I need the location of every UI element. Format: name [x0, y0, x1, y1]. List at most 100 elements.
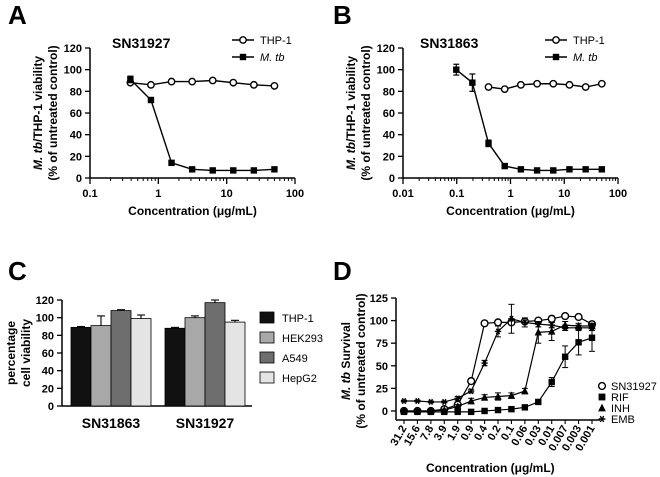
bar	[224, 321, 246, 407]
x-category-label: SN31927	[176, 415, 235, 431]
bar	[164, 327, 186, 407]
data-point	[493, 318, 503, 327]
y-tick-label: 40	[70, 130, 82, 142]
data-point	[507, 391, 516, 399]
data-point	[547, 314, 556, 323]
x-tick-label: 0.1	[449, 188, 464, 200]
data-point	[481, 407, 488, 415]
data-point	[469, 79, 476, 86]
legend-marker	[239, 36, 247, 44]
y-axis-label: M. tb Survival(% of untreated control)	[339, 293, 368, 428]
panel-A: A SN31927 0 20 40 60 80 100 120 0.1 1 10 100 Concentr…	[8, 0, 304, 218]
data-point	[500, 85, 509, 94]
legend-entry: INH	[598, 403, 630, 415]
chart-title: SN31927	[112, 35, 171, 51]
x-axis-label: Concentration (μg/mL)	[446, 204, 575, 218]
y-tick-label: 80	[383, 86, 395, 98]
legend-entry: HEK293	[259, 331, 323, 345]
y-tick-label: 50	[376, 361, 388, 373]
data-point	[561, 320, 569, 329]
y-tick-label: 25	[376, 383, 388, 395]
y-tick-label: 20	[70, 151, 82, 163]
data-point	[400, 406, 408, 415]
y-tick-label: 20	[383, 151, 395, 163]
data-point	[561, 353, 569, 360]
legend-entry: A549	[259, 351, 308, 365]
data-point	[440, 405, 448, 414]
data-point	[561, 324, 569, 331]
y-tick-label: 120	[36, 295, 54, 307]
y-tick-label: 20	[42, 383, 54, 395]
data-point	[481, 359, 488, 367]
legend-entry: THP-1	[545, 35, 605, 47]
data-point	[453, 66, 460, 73]
y-axis-label-italic: M. tb	[344, 142, 358, 170]
series-line	[129, 78, 275, 172]
series-mtb	[127, 75, 278, 174]
series-thp1	[484, 79, 606, 94]
legend-entry: THP-1	[232, 35, 292, 47]
y-axis-label-italic: M. tb	[31, 142, 45, 170]
legend-label: RIF	[611, 392, 629, 404]
panel-letter: C	[8, 256, 27, 286]
y-axis-label-line1: M. tb/THP-1 viability	[31, 56, 45, 170]
legend-entry: HepG2	[259, 371, 317, 385]
y-axis-label: percentagecell viability	[4, 319, 33, 387]
data-point	[249, 80, 258, 89]
y-axis-label-line2: (% of untreated control)	[359, 45, 373, 180]
legend-entry: EMB	[598, 414, 635, 426]
data-point	[494, 328, 502, 335]
y-tick-label: 100	[370, 316, 388, 328]
legend-swatch	[259, 351, 275, 364]
data-point	[127, 76, 134, 83]
data-point	[494, 392, 502, 400]
y-axis-label-line1: M. tb/THP-1 viability	[344, 56, 358, 170]
data-point	[521, 319, 529, 326]
data-point	[167, 77, 176, 86]
data-point	[533, 167, 541, 174]
legend-marker	[597, 381, 607, 391]
data-point	[516, 80, 525, 89]
y-tick-label: 60	[42, 348, 54, 360]
y-tick-label: 40	[42, 366, 54, 378]
data-point	[454, 395, 461, 402]
bar	[90, 325, 112, 407]
data-point	[208, 76, 217, 85]
y-axis-label-line2: (% of untreated control)	[354, 293, 368, 428]
x-axis-label: Concentration (μg/mL)	[128, 204, 257, 218]
legend-label: THP-1	[282, 313, 314, 325]
y-tick-label: 60	[70, 108, 82, 120]
data-point	[467, 377, 476, 386]
y-axis-label-rest: percentage	[4, 321, 18, 385]
x-tick-label: 10	[558, 188, 570, 200]
data-point	[454, 408, 461, 416]
y-tick-label: 60	[383, 108, 395, 120]
x-category-label: SN31863	[82, 415, 141, 431]
data-point	[548, 378, 555, 386]
y-axis-label-rest: /THP-1 viability	[344, 56, 358, 142]
legend-marker	[552, 36, 560, 44]
data-point	[501, 162, 508, 170]
data-point	[441, 398, 448, 406]
y-tick-label: 80	[70, 86, 82, 98]
data-point	[427, 406, 435, 415]
data-point	[494, 406, 502, 414]
data-point	[550, 167, 557, 174]
data-point	[271, 166, 278, 173]
y-axis-label-line2: (% of untreated control)	[46, 45, 60, 180]
data-point	[521, 404, 529, 411]
legend-entry: SN31927	[597, 381, 657, 393]
y-tick-label: 40	[383, 130, 395, 142]
y-axis-label-text: percentagecell viability	[4, 319, 33, 387]
data-point	[588, 334, 596, 341]
data-point	[548, 321, 555, 329]
x-tick-label: 10	[221, 188, 233, 200]
legend-entry: M. tb	[232, 52, 284, 64]
y-tick-label: 125	[370, 293, 388, 305]
y-axis-label-rest: Survival	[339, 322, 353, 372]
legend-label: HEK293	[282, 333, 323, 345]
panel-C: C 0 20 40 60 80 100 120 SN31863 SN31927 THP-1 HEK29…	[8, 256, 323, 431]
y-axis-label-rest: /THP-1 viability	[31, 56, 45, 142]
data-point	[147, 96, 155, 104]
panel-letter: D	[333, 256, 352, 286]
